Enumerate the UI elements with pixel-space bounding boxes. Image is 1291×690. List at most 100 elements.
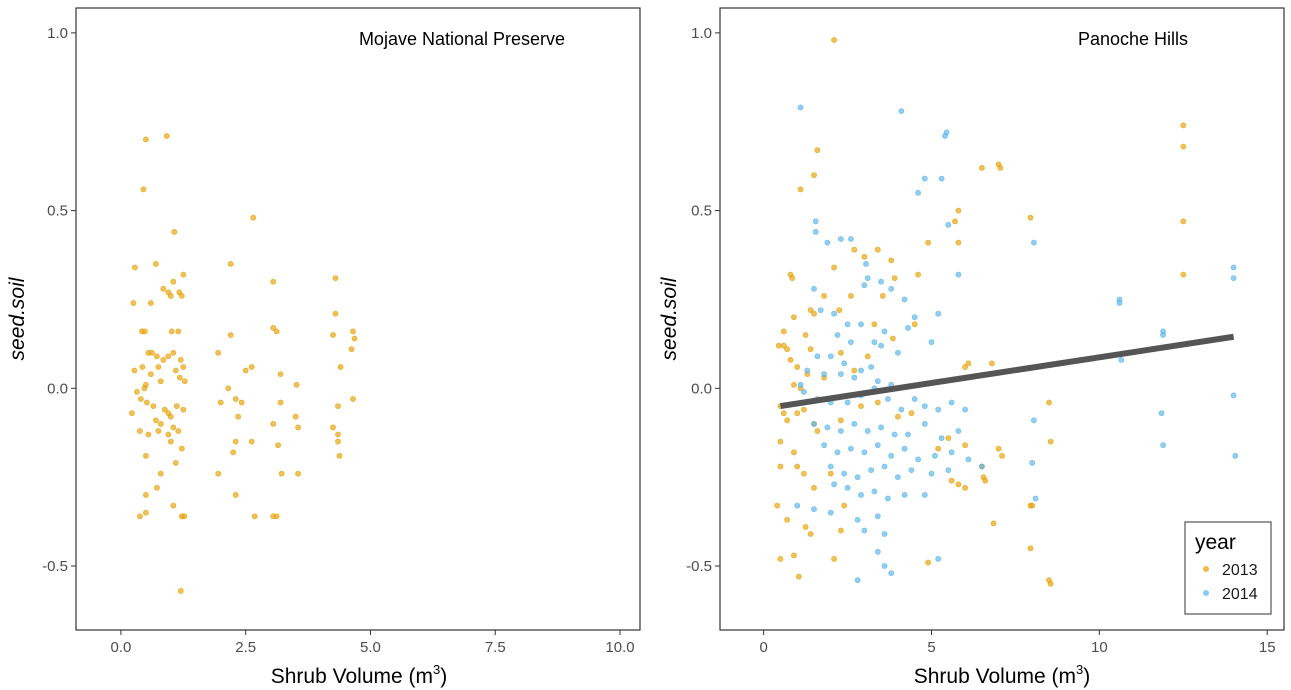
data-point-2014-92 <box>979 463 985 470</box>
data-point-2014-87 <box>881 463 888 470</box>
data-point-2013-64 <box>908 410 915 417</box>
data-point-2014-78 <box>901 445 908 452</box>
data-point-2014-75 <box>861 449 868 456</box>
data-point-2014-91 <box>945 467 952 473</box>
data-point-series-68 <box>227 260 234 267</box>
data-point-2013-24 <box>888 257 895 264</box>
data-point-2014-86 <box>868 467 874 473</box>
data-point-2014-39 <box>868 364 874 370</box>
data-point-series-60 <box>136 513 143 520</box>
data-point-2014-96 <box>871 488 878 495</box>
panel-border-mojave <box>75 7 641 631</box>
data-point-2014-42 <box>821 371 827 377</box>
data-point-series-80 <box>230 449 237 456</box>
data-point-2014-3 <box>943 129 950 136</box>
data-point-series-29 <box>133 388 140 395</box>
data-point-2014-44 <box>851 374 858 381</box>
data-point-series-90 <box>277 399 284 406</box>
data-point-series-81 <box>215 470 222 477</box>
data-point-2013-100 <box>1047 580 1054 587</box>
data-point-series-8 <box>141 328 148 335</box>
data-point-series-33 <box>155 364 162 370</box>
data-point-2014-115 <box>1118 356 1125 363</box>
data-point-2013-15 <box>955 239 962 246</box>
data-point-series-6 <box>130 300 137 306</box>
panel-title-panoche: Panoche Hills <box>1078 29 1188 49</box>
data-point-series-22 <box>153 353 160 360</box>
data-point-2013-32 <box>871 321 878 328</box>
data-point-2013-12 <box>955 207 962 214</box>
data-point-2014-104 <box>874 513 881 520</box>
data-point-series-67 <box>172 459 179 466</box>
data-point-2014-7 <box>945 221 952 228</box>
data-point-2014-33 <box>871 339 878 345</box>
data-point-series-92 <box>278 470 285 477</box>
data-point-series-83 <box>232 491 239 498</box>
data-point-2014-0 <box>797 104 804 111</box>
data-point-2013-10 <box>997 164 1004 171</box>
data-point-2014-72 <box>821 442 827 449</box>
data-point-2014-40 <box>895 349 901 356</box>
data-point-2014-17 <box>861 282 868 289</box>
legend-box <box>1184 521 1272 615</box>
data-point-2014-16 <box>878 278 884 285</box>
data-point-series-21 <box>148 349 155 356</box>
y-tick-label: 1.0 <box>47 25 68 42</box>
data-point-2013-5 <box>814 147 821 154</box>
x-tick-label: 5.0 <box>360 639 381 656</box>
data-point-2013-40 <box>807 346 814 353</box>
data-point-2014-79 <box>915 456 921 463</box>
data-point-2014-112 <box>935 556 942 562</box>
data-point-2014-98 <box>901 491 908 498</box>
data-point-2013-66 <box>777 463 784 470</box>
data-point-series-12 <box>167 292 174 299</box>
data-point-2014-9 <box>812 228 819 235</box>
data-point-2014-93 <box>831 481 837 488</box>
data-point-2014-77 <box>888 452 895 459</box>
data-point-2013-38 <box>784 346 790 353</box>
x-tick-label: 5 <box>927 639 935 656</box>
data-point-2013-82 <box>955 481 962 488</box>
data-point-2014-80 <box>932 452 938 459</box>
data-point-2014-89 <box>908 467 915 473</box>
data-point-series-52 <box>170 424 177 431</box>
data-point-2014-37 <box>841 360 848 367</box>
legend-label-2013: 2013 <box>1222 562 1258 579</box>
data-point-2014-65 <box>864 428 871 434</box>
data-point-2014-118 <box>1158 410 1165 417</box>
y-tick-label: 1.0 <box>691 25 712 42</box>
data-point-series-78 <box>238 399 245 406</box>
y-ticks-mojave: -0.5 0.0 0.5 1.0 <box>42 25 76 575</box>
data-point-series-76 <box>217 399 224 406</box>
data-point-series-48 <box>136 428 143 434</box>
data-point-series-0 <box>142 136 149 143</box>
legend-key-2014 <box>1203 590 1209 596</box>
data-point-series-89 <box>270 420 277 427</box>
data-point-2013-59 <box>814 428 821 434</box>
data-point-2014-95 <box>858 491 864 498</box>
data-point-2013-3 <box>1180 218 1187 225</box>
data-point-series-55 <box>157 470 164 477</box>
data-point-2014-11 <box>824 239 831 246</box>
data-point-series-110 <box>348 346 355 353</box>
data-point-series-109 <box>351 335 358 342</box>
data-point-2013-93 <box>777 556 784 562</box>
data-point-series-63 <box>181 513 188 520</box>
data-point-2013-4 <box>1180 271 1187 278</box>
data-point-series-82 <box>248 438 255 445</box>
data-point-series-108 <box>350 328 356 335</box>
data-point-series-26 <box>170 349 177 356</box>
data-point-2013-98 <box>1027 545 1034 552</box>
data-point-2013-28 <box>879 292 886 299</box>
points-panoche <box>774 37 1239 587</box>
data-point-series-4 <box>131 264 138 271</box>
data-point-series-23 <box>160 356 167 363</box>
data-point-2014-59 <box>948 399 955 406</box>
data-point-2014-110 <box>881 563 888 569</box>
data-point-series-58 <box>153 484 160 491</box>
data-point-series-69 <box>250 214 257 221</box>
panel-border-panoche <box>719 7 1285 631</box>
data-point-2014-4 <box>921 175 928 182</box>
data-point-2014-68 <box>905 431 911 438</box>
